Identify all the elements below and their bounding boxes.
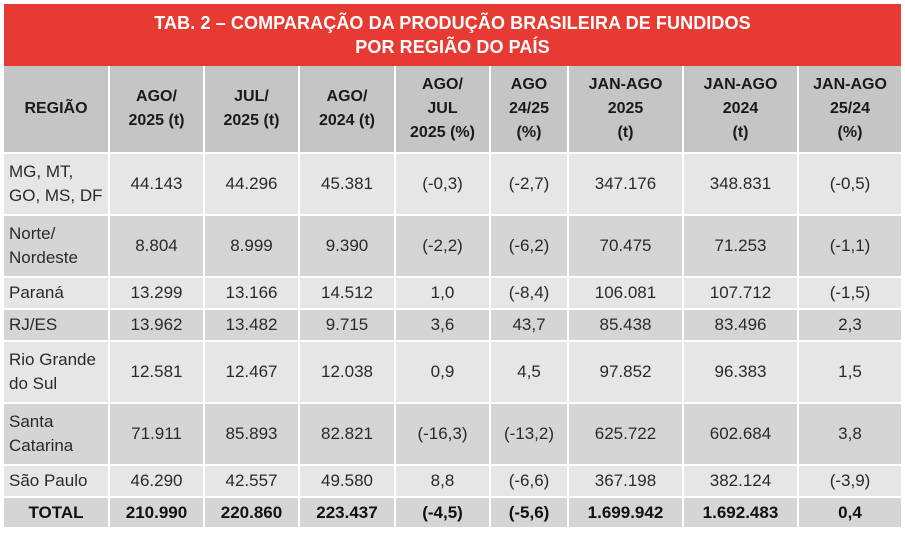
- value-cell: 1,5: [799, 342, 901, 404]
- value-cell: 45.381: [300, 154, 396, 216]
- value-cell: (-16,3): [396, 404, 491, 466]
- value-cell: (-2,7): [491, 154, 569, 216]
- region-cell: Rio Grande do Sul: [4, 342, 110, 404]
- value-cell: 13.299: [110, 278, 205, 310]
- value-cell: 8,8: [396, 466, 491, 498]
- value-cell: 43,7: [491, 310, 569, 342]
- region-cell: Santa Catarina: [4, 404, 110, 466]
- table-total-row: TOTAL 210.990 220.860 223.437 (-4,5) (-5…: [4, 498, 901, 527]
- header-jan-ago-25-24-pct: JAN-AGO 25/24 (%): [799, 66, 901, 154]
- value-cell: 3,6: [396, 310, 491, 342]
- value-cell: (-1,5): [799, 278, 901, 310]
- value-cell: 42.557: [205, 466, 300, 498]
- total-value-cell: 220.860: [205, 498, 300, 527]
- value-cell: 12.467: [205, 342, 300, 404]
- value-cell: (-6,2): [491, 216, 569, 278]
- total-value-cell: 1.699.942: [569, 498, 684, 527]
- total-value-cell: 210.990: [110, 498, 205, 527]
- table-header-row: REGIÃO AGO/ 2025 (t) JUL/ 2025 (t) AGO/ …: [4, 66, 901, 154]
- value-cell: 13.482: [205, 310, 300, 342]
- value-cell: 347.176: [569, 154, 684, 216]
- header-ago-jul-pct: AGO/ JUL 2025 (%): [396, 66, 491, 154]
- table-title-line-1: TAB. 2 – COMPARAÇÃO DA PRODUÇÃO BRASILEI…: [154, 13, 751, 33]
- value-cell: 85.893: [205, 404, 300, 466]
- table-row: Paraná 13.299 13.166 14.512 1,0 (-8,4) 1…: [4, 278, 901, 310]
- value-cell: 12.038: [300, 342, 396, 404]
- value-cell: 71.253: [684, 216, 799, 278]
- value-cell: 13.166: [205, 278, 300, 310]
- value-cell: 9.715: [300, 310, 396, 342]
- header-jan-ago-2024: JAN-AGO 2024 (t): [684, 66, 799, 154]
- value-cell: 97.852: [569, 342, 684, 404]
- value-cell: 367.198: [569, 466, 684, 498]
- value-cell: 107.712: [684, 278, 799, 310]
- value-cell: 14.512: [300, 278, 396, 310]
- table-row: MG, MT, GO, MS, DF 44.143 44.296 45.381 …: [4, 154, 901, 216]
- value-cell: 71.911: [110, 404, 205, 466]
- header-jul-2025: JUL/ 2025 (t): [205, 66, 300, 154]
- value-cell: 4,5: [491, 342, 569, 404]
- value-cell: 82.821: [300, 404, 396, 466]
- value-cell: 12.581: [110, 342, 205, 404]
- value-cell: 3,8: [799, 404, 901, 466]
- value-cell: 9.390: [300, 216, 396, 278]
- value-cell: 46.290: [110, 466, 205, 498]
- total-label: TOTAL: [4, 498, 110, 527]
- table-row: São Paulo 46.290 42.557 49.580 8,8 (-6,6…: [4, 466, 901, 498]
- total-value-cell: (-4,5): [396, 498, 491, 527]
- value-cell: 8.999: [205, 216, 300, 278]
- table-row: Santa Catarina 71.911 85.893 82.821 (-16…: [4, 404, 901, 466]
- production-table-card: TAB. 2 – COMPARAÇÃO DA PRODUÇÃO BRASILEI…: [4, 4, 901, 532]
- region-cell: RJ/ES: [4, 310, 110, 342]
- table-title: TAB. 2 – COMPARAÇÃO DA PRODUÇÃO BRASILEI…: [4, 4, 901, 66]
- total-value-cell: 1.692.483: [684, 498, 799, 527]
- value-cell: 96.383: [684, 342, 799, 404]
- region-cell: Norte/ Nordeste: [4, 216, 110, 278]
- value-cell: 1,0: [396, 278, 491, 310]
- value-cell: (-8,4): [491, 278, 569, 310]
- value-cell: (-13,2): [491, 404, 569, 466]
- value-cell: 106.081: [569, 278, 684, 310]
- value-cell: 44.296: [205, 154, 300, 216]
- value-cell: 2,3: [799, 310, 901, 342]
- header-ago-2025: AGO/ 2025 (t): [110, 66, 205, 154]
- value-cell: 0,9: [396, 342, 491, 404]
- table-row: Norte/ Nordeste 8.804 8.999 9.390 (-2,2)…: [4, 216, 901, 278]
- value-cell: 602.684: [684, 404, 799, 466]
- value-cell: 8.804: [110, 216, 205, 278]
- table-row: RJ/ES 13.962 13.482 9.715 3,6 43,7 85.43…: [4, 310, 901, 342]
- table-row: Rio Grande do Sul 12.581 12.467 12.038 0…: [4, 342, 901, 404]
- value-cell: 44.143: [110, 154, 205, 216]
- value-cell: 382.124: [684, 466, 799, 498]
- value-cell: 49.580: [300, 466, 396, 498]
- value-cell: (-0,5): [799, 154, 901, 216]
- production-table: REGIÃO AGO/ 2025 (t) JUL/ 2025 (t) AGO/ …: [4, 66, 901, 527]
- region-cell: São Paulo: [4, 466, 110, 498]
- total-value-cell: 223.437: [300, 498, 396, 527]
- value-cell: 625.722: [569, 404, 684, 466]
- value-cell: (-2,2): [396, 216, 491, 278]
- total-value-cell: 0,4: [799, 498, 901, 527]
- value-cell: (-1,1): [799, 216, 901, 278]
- value-cell: 348.831: [684, 154, 799, 216]
- value-cell: (-3,9): [799, 466, 901, 498]
- value-cell: 13.962: [110, 310, 205, 342]
- value-cell: (-6,6): [491, 466, 569, 498]
- value-cell: 83.496: [684, 310, 799, 342]
- header-jan-ago-2025: JAN-AGO 2025 (t): [569, 66, 684, 154]
- header-ago-24-25-pct: AGO 24/25 (%): [491, 66, 569, 154]
- region-cell: MG, MT, GO, MS, DF: [4, 154, 110, 216]
- value-cell: 70.475: [569, 216, 684, 278]
- total-value-cell: (-5,6): [491, 498, 569, 527]
- region-cell: Paraná: [4, 278, 110, 310]
- value-cell: 85.438: [569, 310, 684, 342]
- header-ago-2024: AGO/ 2024 (t): [300, 66, 396, 154]
- value-cell: (-0,3): [396, 154, 491, 216]
- header-region: REGIÃO: [4, 66, 110, 154]
- table-title-line-2: POR REGIÃO DO PAÍS: [355, 37, 550, 57]
